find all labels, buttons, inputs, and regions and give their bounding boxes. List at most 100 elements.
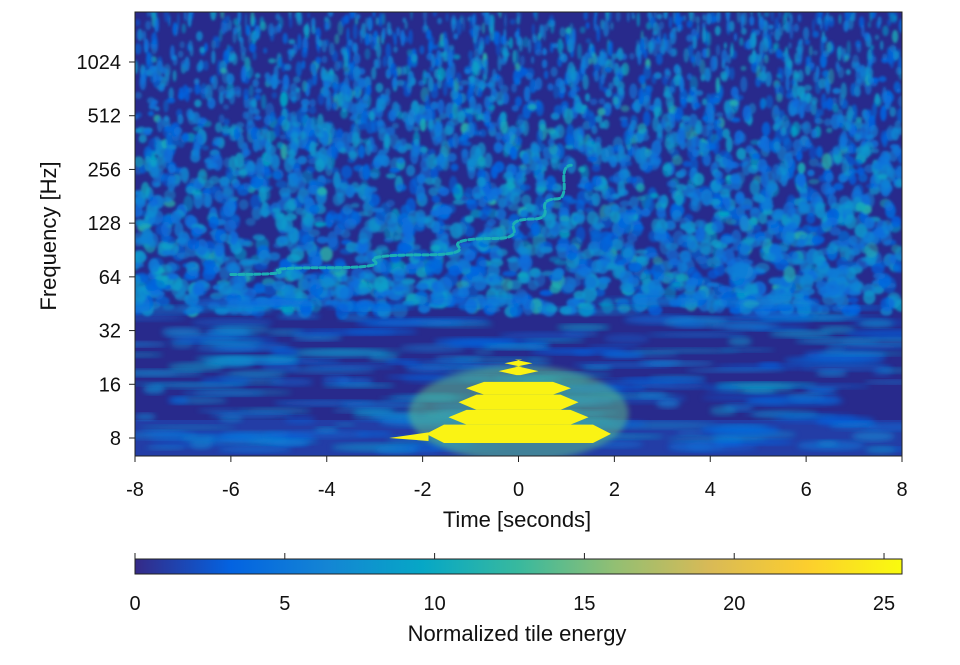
noise-speckle [239, 238, 252, 247]
noise-speckle [209, 292, 224, 300]
noise-speckle [527, 104, 537, 110]
noise-speckle [145, 20, 152, 31]
noise-speckle [498, 12, 502, 19]
noise-speckle [219, 233, 232, 243]
noise-speckle [218, 91, 224, 105]
colorbar-tick-label: 20 [723, 593, 745, 615]
noise-speckle [354, 254, 368, 264]
noise-speckle [488, 95, 496, 103]
noise-speckle [814, 262, 830, 279]
noise-speckle [458, 241, 471, 248]
noise-speckle [782, 50, 788, 58]
noise-speckle [212, 154, 223, 171]
noise-speckle [347, 39, 354, 46]
noise-speckle [854, 159, 863, 167]
noise-speckle [337, 82, 344, 93]
noise-speckle [160, 67, 168, 75]
noise-speckle [814, 113, 821, 125]
noise-speckle [343, 51, 349, 68]
noise-speckle [701, 150, 712, 167]
noise-speckle [408, 29, 413, 45]
noise-speckle [163, 99, 169, 113]
noise-speckle [889, 52, 895, 69]
noise-speckle [679, 168, 687, 177]
low-band-streak [700, 425, 780, 436]
noise-speckle [268, 252, 281, 261]
noise-speckle [620, 119, 629, 128]
noise-speckle [587, 47, 592, 58]
noise-speckle [222, 104, 230, 110]
noise-speckle [400, 204, 411, 216]
noise-speckle [785, 231, 796, 243]
noise-speckle [712, 15, 718, 23]
noise-speckle [184, 12, 187, 22]
noise-speckle [166, 97, 176, 104]
noise-speckle [375, 82, 384, 93]
noise-speckle [717, 285, 733, 294]
noise-speckle [765, 20, 770, 35]
noise-speckle [517, 113, 525, 126]
low-band-streak [768, 330, 834, 338]
noise-speckle [765, 71, 772, 87]
noise-speckle [522, 36, 529, 48]
noise-speckle [509, 146, 518, 160]
noise-speckle [343, 94, 350, 102]
noise-speckle [663, 85, 670, 97]
noise-speckle [204, 84, 213, 101]
noise-speckle [759, 41, 764, 58]
noise-speckle [847, 276, 860, 289]
noise-speckle [530, 56, 535, 64]
noise-speckle [163, 126, 174, 133]
noise-speckle [893, 80, 901, 93]
noise-speckle [151, 99, 159, 105]
noise-speckle [513, 127, 523, 137]
noise-speckle [469, 82, 476, 90]
noise-speckle [669, 131, 678, 145]
noise-speckle [766, 219, 777, 225]
noise-speckle [233, 184, 244, 191]
noise-speckle [512, 69, 520, 85]
noise-speckle [541, 59, 548, 69]
noise-speckle [852, 54, 860, 68]
low-band-streak [603, 334, 650, 344]
noise-speckle [715, 112, 724, 118]
noise-speckle [489, 25, 495, 42]
noise-speckle [713, 170, 724, 180]
noise-speckle [626, 176, 637, 184]
noise-speckle [577, 263, 589, 277]
low-band-streak [270, 347, 299, 356]
noise-speckle [274, 273, 287, 279]
low-band-streak [482, 343, 552, 350]
noise-speckle [591, 164, 601, 172]
noise-speckle [580, 143, 590, 155]
noise-speckle [135, 285, 148, 303]
noise-speckle [295, 12, 302, 22]
noise-speckle [644, 198, 655, 213]
noise-speckle [721, 49, 728, 64]
noise-speckle [424, 108, 433, 122]
noise-speckle [787, 12, 792, 18]
y-tick-label: 32 [99, 321, 121, 343]
noise-speckle [252, 138, 260, 153]
chirp-track [229, 163, 573, 276]
noise-speckle [694, 219, 704, 228]
noise-speckle [686, 20, 693, 29]
noise-speckle [870, 12, 877, 19]
noise-speckle [896, 107, 902, 123]
noise-speckle [855, 257, 869, 270]
noise-speckle [278, 16, 284, 29]
noise-speckle [730, 45, 734, 58]
noise-speckle [608, 82, 614, 90]
noise-speckle [295, 90, 301, 101]
noise-speckle [349, 12, 355, 20]
noise-speckle [424, 177, 436, 185]
noise-speckle [168, 87, 174, 101]
noise-speckle [411, 54, 418, 64]
noise-speckle [469, 144, 481, 162]
noise-speckle [838, 14, 842, 25]
noise-speckle [637, 123, 647, 134]
noise-speckle [458, 84, 464, 92]
noise-speckle [264, 141, 272, 153]
noise-speckle [455, 72, 462, 84]
